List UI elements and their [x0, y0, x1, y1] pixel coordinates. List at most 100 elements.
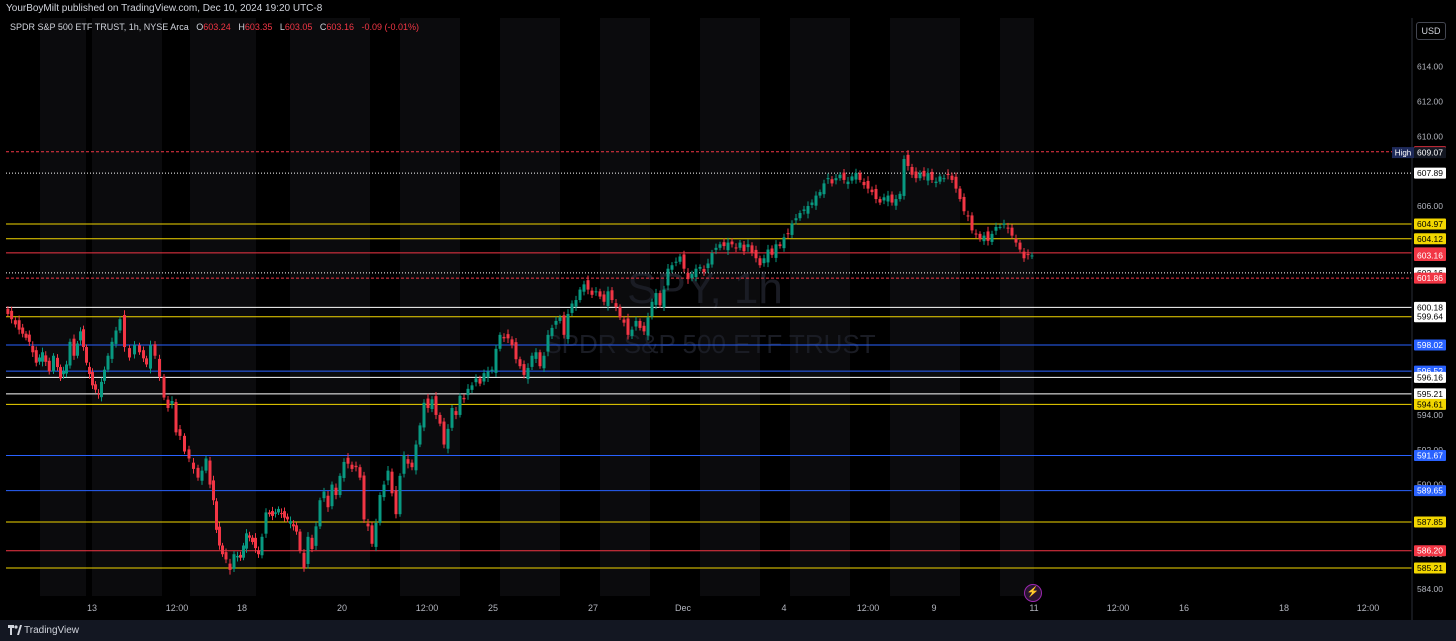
candle-body — [178, 429, 182, 436]
currency-button[interactable]: USD — [1416, 22, 1446, 40]
candle-body — [794, 218, 798, 221]
symbol-label[interactable]: SPDR S&P 500 ETF TRUST, 1h, NYSE Arca — [10, 22, 189, 32]
price-badge-bg — [1414, 371, 1446, 383]
candle-body — [170, 401, 174, 404]
candle-body — [818, 192, 822, 196]
candle-body — [754, 249, 758, 259]
price-badge-bg — [1414, 545, 1446, 557]
price-badge-label: 599.64 — [1417, 312, 1443, 322]
candle-body — [44, 355, 48, 362]
candle-body — [814, 195, 818, 206]
candle-body — [295, 525, 298, 532]
candle-body — [286, 516, 289, 520]
price-tick-label: 584.00 — [1417, 584, 1443, 594]
candle-body — [215, 501, 218, 530]
close-label: C — [319, 22, 327, 32]
candle-body — [570, 303, 574, 313]
price-badge-bg — [1414, 249, 1446, 261]
candle-body — [382, 484, 386, 498]
candle-body — [866, 180, 870, 189]
candle-body — [338, 475, 342, 496]
candle-body — [898, 193, 902, 200]
high-tag-bg — [1392, 147, 1414, 159]
candle-body — [208, 460, 212, 485]
candle-body — [65, 364, 68, 374]
price-badge-label: 601.86 — [1417, 273, 1443, 283]
candle-body — [17, 320, 21, 330]
time-tick-label: 25 — [488, 603, 498, 613]
candle-body — [280, 513, 283, 515]
price-lines — [6, 151, 1412, 569]
candle-body — [842, 172, 846, 180]
candle-body — [666, 268, 670, 286]
candle-body — [10, 310, 14, 320]
candle-body — [658, 293, 662, 306]
time-axis[interactable]: 13 12:00 18 20 12:00 25 27 Dec 4 12:00 9 11 12:00 16 1… — [87, 603, 1379, 613]
candle-body — [938, 176, 942, 182]
candle-body — [566, 313, 570, 340]
candle-body — [906, 154, 910, 166]
change-value: -0.09 (-0.01%) — [361, 22, 419, 32]
candle-body — [370, 525, 374, 544]
candle-body — [922, 170, 926, 177]
candle-body — [874, 188, 878, 200]
price-badge-label: 604.12 — [1417, 234, 1443, 244]
candle-body — [746, 244, 750, 248]
candle-body — [890, 194, 894, 203]
candle-body — [346, 457, 350, 464]
candle-body — [390, 471, 394, 494]
candle-body — [27, 334, 31, 342]
candle-body — [626, 318, 630, 335]
price-chart[interactable]: SPY, 1h SPDR S&P 500 ETF TRUST 616.00614… — [0, 18, 1456, 620]
candle-body — [710, 253, 714, 265]
candle-body — [502, 336, 506, 339]
price-tick-label: 606.00 — [1417, 201, 1443, 211]
lightning-icon[interactable]: ⚡ — [1024, 584, 1042, 602]
candle-body — [798, 212, 802, 219]
candle-body — [326, 495, 330, 508]
candle-body — [374, 522, 378, 547]
candle-body — [538, 352, 542, 367]
price-badge: 596.16 — [1414, 371, 1446, 383]
candle-body — [578, 289, 582, 301]
candle-body — [894, 199, 898, 206]
time-tick-label: 12:00 — [857, 603, 880, 613]
price-badge: 601.86 — [1414, 272, 1446, 284]
candle-body — [158, 358, 161, 377]
price-badge-label: 598.02 — [1417, 340, 1443, 350]
candle-body — [806, 206, 810, 214]
price-badge-bg — [1414, 450, 1446, 462]
candle-body — [902, 159, 906, 196]
price-badge-label: 589.65 — [1417, 486, 1443, 496]
time-tick-label: 4 — [781, 603, 786, 613]
price-badge: 598.02 — [1414, 339, 1446, 351]
price-badge-bg — [1414, 147, 1446, 159]
candle-body — [930, 171, 934, 180]
candle-body — [149, 345, 152, 369]
candle-body — [236, 555, 239, 558]
price-tick-label: 614.00 — [1417, 62, 1443, 72]
candle-body — [778, 244, 782, 247]
price-badge-bg — [1414, 301, 1446, 313]
price-axis-labels: 609.12609.07High607.89604.97604.12603.31… — [1392, 146, 1446, 574]
candle-body — [260, 536, 264, 556]
candle-body — [550, 327, 554, 336]
time-tick-label: 11 — [1029, 603, 1038, 613]
candle-body — [462, 397, 466, 400]
candle-body — [394, 490, 398, 515]
candle-body — [1006, 227, 1010, 229]
time-tick-label: 12:00 — [1107, 603, 1130, 613]
candle-body — [998, 226, 1002, 228]
candle-body — [200, 470, 204, 481]
candle-body — [970, 215, 974, 231]
candle-body — [228, 563, 232, 570]
candle-body — [38, 357, 41, 362]
candle-body — [414, 444, 418, 471]
candle-body — [350, 464, 354, 469]
price-tick-label: 590.00 — [1417, 480, 1443, 490]
candle-body — [306, 536, 310, 564]
candle-body — [986, 231, 990, 241]
candle-body — [110, 341, 114, 359]
candle-body — [314, 526, 318, 546]
candle-body — [192, 462, 195, 469]
